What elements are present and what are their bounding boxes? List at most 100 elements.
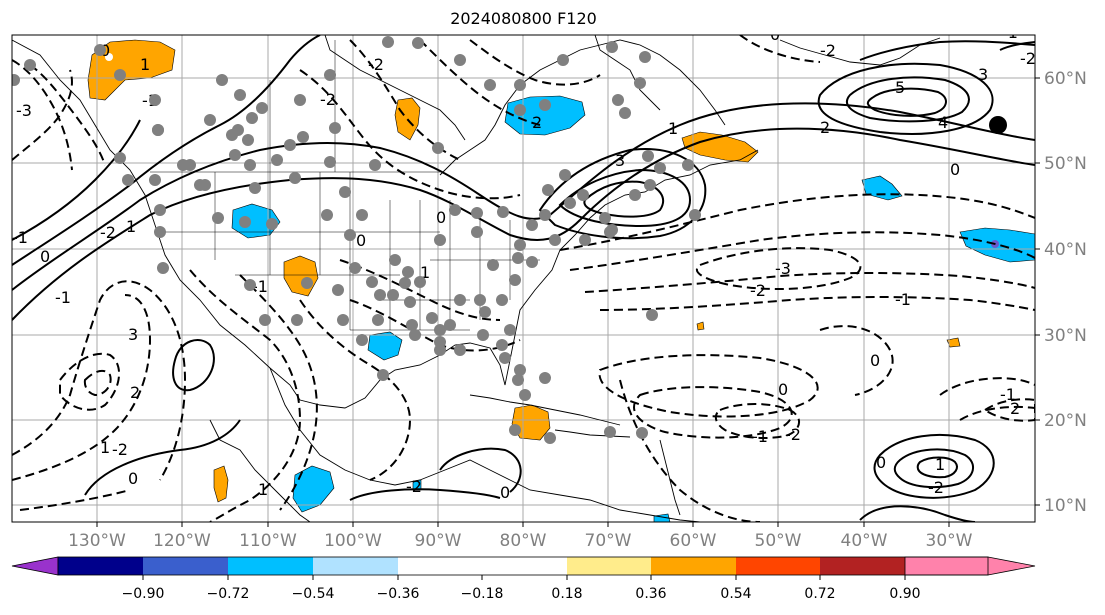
contour-label: 0: [950, 160, 960, 179]
station-dot: [512, 252, 524, 264]
lon-tick-label: 80°W: [500, 531, 547, 551]
station-dot: [634, 77, 646, 89]
colorbar-swatch: [58, 557, 143, 575]
station-dot: [229, 149, 241, 161]
station-dot: [24, 59, 36, 71]
colorbar-tick-label: −0.90: [122, 586, 165, 602]
station-dot: [519, 389, 531, 401]
contour-label: 1: [935, 455, 945, 474]
station-dot: [399, 277, 411, 289]
station-dot: [579, 234, 591, 246]
contour-label: 3: [128, 325, 138, 344]
contour-label: 5: [895, 78, 905, 97]
station-dot: [644, 179, 656, 191]
station-dot: [297, 131, 309, 143]
station-dot: [514, 239, 526, 251]
station-dot: [549, 234, 561, 246]
station-dot: [454, 294, 466, 306]
station-dot: [434, 344, 446, 356]
station-dot: [504, 324, 516, 336]
station-dot: [406, 319, 418, 331]
contour-label: 1: [420, 263, 430, 282]
colorbar-tick-label: −0.54: [292, 586, 335, 602]
station-dot: [496, 339, 508, 351]
station-dot: [266, 218, 278, 230]
station-dot: [496, 294, 508, 306]
contour-label: -2: [320, 90, 336, 109]
anomaly-fills: [87, 39, 1035, 522]
contour-label: 1: [668, 119, 678, 138]
station-dot: [289, 172, 301, 184]
colorbar-swatch: [567, 557, 651, 575]
station-dot: [369, 159, 381, 171]
station-dot: [284, 139, 296, 151]
colorbar-tick-label: −0.72: [207, 586, 250, 602]
station-dot: [387, 289, 399, 301]
lon-tick-label: 120°W: [153, 531, 211, 551]
station-dot: [449, 204, 461, 216]
colorbar-extend-right: [904, 556, 1036, 576]
station-dot: [426, 312, 438, 324]
station-dot: [382, 36, 394, 48]
contour-label: -1: [252, 277, 268, 296]
station-dot: [526, 219, 538, 231]
contour-label: 4: [938, 113, 948, 132]
colorbar-swatch: [398, 557, 567, 575]
station-dot: [114, 69, 126, 81]
contour-label: -1: [752, 427, 768, 446]
station-dot: [689, 209, 701, 221]
contour-label: -1: [55, 288, 71, 307]
station-dot: [212, 212, 224, 224]
station-dot: [512, 374, 524, 386]
contour-label: 0: [128, 469, 138, 488]
contour-label: 2: [130, 383, 140, 402]
contour-label: 3: [615, 151, 625, 170]
colorbar-swatch: [736, 557, 820, 575]
colorbar-extend-left: [11, 556, 59, 576]
station-dot: [412, 37, 424, 49]
contour-labels: -3 -2 -1 0 1 2 3 4 5 -2 -1 0 1 2 3 -3 -2…: [12, 35, 1035, 502]
station-dot: [432, 142, 444, 154]
station-dot: [291, 314, 303, 326]
colorbar-tick-label: 0.90: [889, 586, 920, 602]
contour-label: 2: [532, 113, 542, 132]
station-dot: [349, 262, 361, 274]
station-dot: [204, 114, 216, 126]
colorbar-tick-label: 0.72: [804, 586, 835, 602]
lon-axis: 130°W 120°W 110°W 100°W 90°W 80°W 70°W 6…: [68, 522, 973, 551]
lat-tick-label: 30°N: [1044, 326, 1087, 346]
lon-tick-label: 110°W: [239, 531, 297, 551]
station-dot: [444, 319, 456, 331]
contour-label: -2: [112, 440, 128, 459]
contour-label: -1: [12, 228, 28, 247]
station-dot: [194, 179, 206, 191]
contour-label: 2: [820, 118, 830, 137]
contour-label: 0: [876, 453, 886, 472]
contour-label: 1: [258, 480, 268, 499]
station-dot: [374, 289, 386, 301]
negative-anomaly-region: [292, 465, 335, 513]
station-dot: [246, 112, 258, 124]
colorbar-tick-label: 0.18: [551, 586, 582, 602]
station-dot: [404, 296, 416, 308]
station-dot: [149, 174, 161, 186]
station-dot: [414, 276, 426, 288]
station-dot: [497, 206, 509, 218]
station-dot: [234, 89, 246, 101]
contour-label: -2: [928, 478, 944, 497]
station-dot: [239, 216, 251, 228]
contour-label: -2: [368, 55, 384, 74]
station-dot: [324, 156, 336, 168]
station-dot: [564, 197, 576, 209]
colorbar: −0.90 −0.72 −0.54 −0.36 −0.18 0.18 0.36 …: [11, 556, 1036, 602]
lon-tick-label: 50°W: [755, 531, 802, 551]
contour-label: -2: [820, 41, 836, 60]
station-dot: [514, 104, 526, 116]
lon-tick-label: 30°W: [926, 531, 973, 551]
station-dot: [499, 352, 511, 364]
station-dot: [149, 94, 161, 106]
contour-label: 1: [100, 438, 110, 457]
station-dot: [539, 99, 551, 111]
station-dot: [542, 184, 554, 196]
station-dot: [244, 279, 256, 291]
